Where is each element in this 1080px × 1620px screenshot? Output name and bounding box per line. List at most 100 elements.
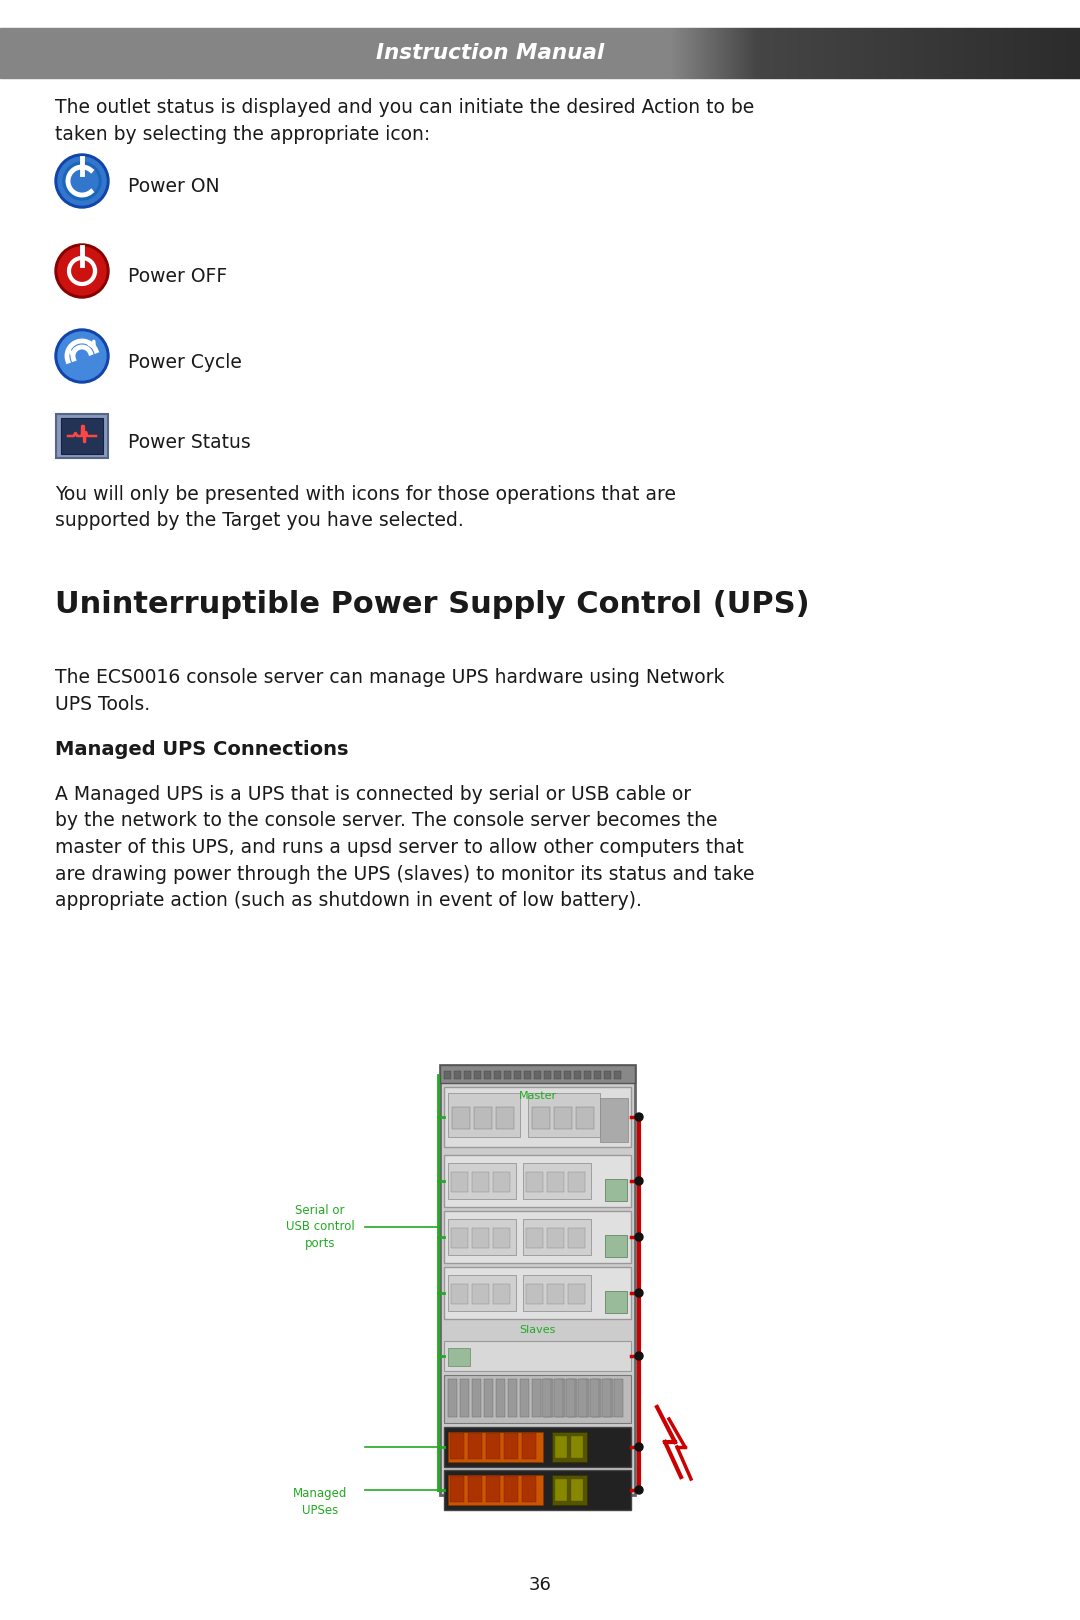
- Bar: [160, 28, 162, 78]
- Bar: [1026, 28, 1029, 78]
- Bar: [232, 28, 235, 78]
- Bar: [713, 28, 715, 78]
- Bar: [63, 28, 65, 78]
- Bar: [448, 1432, 543, 1461]
- Circle shape: [63, 162, 102, 199]
- Bar: [286, 28, 289, 78]
- Bar: [724, 28, 726, 78]
- Bar: [434, 28, 437, 78]
- Bar: [578, 28, 581, 78]
- Bar: [526, 1228, 543, 1247]
- Bar: [643, 28, 646, 78]
- Bar: [448, 1275, 516, 1311]
- Bar: [441, 28, 443, 78]
- Bar: [454, 28, 457, 78]
- Bar: [354, 28, 356, 78]
- Bar: [653, 28, 657, 78]
- Bar: [568, 1379, 577, 1418]
- Bar: [227, 28, 229, 78]
- Bar: [950, 28, 954, 78]
- Bar: [272, 28, 275, 78]
- Bar: [81, 28, 84, 78]
- Bar: [450, 1434, 464, 1460]
- Bar: [559, 28, 562, 78]
- Bar: [343, 28, 346, 78]
- Bar: [89, 28, 92, 78]
- Bar: [243, 28, 246, 78]
- Bar: [275, 28, 279, 78]
- Bar: [211, 28, 214, 78]
- Bar: [899, 28, 902, 78]
- Bar: [888, 28, 891, 78]
- Bar: [534, 1071, 541, 1079]
- Bar: [523, 1163, 591, 1199]
- Bar: [670, 28, 672, 78]
- Bar: [751, 28, 754, 78]
- Bar: [605, 28, 607, 78]
- Bar: [959, 28, 961, 78]
- Bar: [552, 1474, 588, 1505]
- Circle shape: [635, 1178, 643, 1184]
- Bar: [546, 1285, 564, 1304]
- Bar: [60, 418, 103, 454]
- Bar: [826, 28, 829, 78]
- Bar: [999, 28, 1002, 78]
- Bar: [765, 28, 767, 78]
- Bar: [691, 28, 693, 78]
- Bar: [419, 28, 421, 78]
- Bar: [1031, 28, 1034, 78]
- Bar: [801, 28, 805, 78]
- Bar: [613, 28, 616, 78]
- Bar: [486, 1434, 500, 1460]
- Bar: [891, 28, 894, 78]
- Bar: [583, 28, 585, 78]
- Bar: [474, 1106, 492, 1129]
- Bar: [9, 28, 11, 78]
- Bar: [444, 1427, 631, 1468]
- Bar: [940, 28, 942, 78]
- Bar: [832, 28, 834, 78]
- Bar: [443, 28, 446, 78]
- Bar: [103, 28, 106, 78]
- Bar: [362, 28, 365, 78]
- Bar: [576, 28, 578, 78]
- Bar: [184, 28, 187, 78]
- Bar: [532, 1379, 541, 1418]
- Bar: [127, 28, 130, 78]
- Bar: [873, 28, 875, 78]
- Bar: [468, 28, 470, 78]
- Bar: [1017, 28, 1021, 78]
- Bar: [511, 28, 513, 78]
- Bar: [459, 28, 462, 78]
- Bar: [604, 1071, 611, 1079]
- Bar: [119, 28, 121, 78]
- Bar: [754, 28, 756, 78]
- Bar: [590, 1379, 599, 1418]
- Bar: [626, 28, 629, 78]
- Bar: [378, 28, 380, 78]
- Bar: [639, 28, 643, 78]
- Bar: [732, 28, 734, 78]
- Bar: [140, 28, 143, 78]
- Bar: [133, 28, 135, 78]
- Bar: [585, 28, 589, 78]
- Text: Uninterruptible Power Supply Control (UPS): Uninterruptible Power Supply Control (UP…: [55, 590, 810, 619]
- Bar: [546, 1171, 564, 1192]
- Bar: [848, 28, 851, 78]
- Bar: [173, 28, 175, 78]
- Bar: [602, 1379, 611, 1418]
- Bar: [261, 28, 265, 78]
- Bar: [975, 28, 977, 78]
- Bar: [851, 28, 853, 78]
- Bar: [117, 28, 119, 78]
- Bar: [373, 28, 376, 78]
- Bar: [568, 1228, 585, 1247]
- Bar: [207, 28, 211, 78]
- Bar: [302, 28, 306, 78]
- Bar: [394, 28, 397, 78]
- Bar: [605, 1179, 627, 1200]
- Bar: [740, 28, 743, 78]
- Bar: [927, 28, 929, 78]
- Bar: [589, 28, 592, 78]
- Bar: [246, 28, 248, 78]
